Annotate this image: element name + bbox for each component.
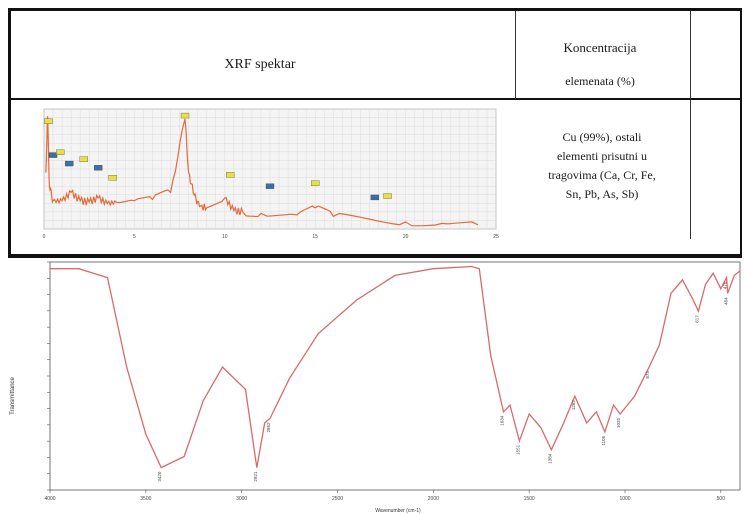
ftir-peak-label: 2921 <box>253 471 258 482</box>
concentration-line: Cu (99%), ostali <box>562 130 642 144</box>
xrf-x-tick: 25 <box>493 234 499 240</box>
ftir-peak-labels: 3420 2921 2852 1634 1551 1384 1262 1105 1025 874 6… <box>157 281 729 482</box>
xrf-ticks: 0 5 10 15 20 25 <box>43 234 499 240</box>
xrf-element-tag <box>48 152 58 158</box>
ftir-peak-label: 1384 <box>547 453 552 464</box>
ftir-peak-label: 464 <box>724 297 729 305</box>
concentration-line: Sn, Pb, As, Sb) <box>565 187 639 201</box>
xrf-element-tag <box>94 165 103 171</box>
ftir-peak-label: 1105 <box>601 435 606 445</box>
ftir-x-tick: 1000 <box>619 496 630 502</box>
xrf-element-tag <box>311 180 320 186</box>
ftir-y-label: Transmittance <box>10 376 16 414</box>
xrf-element-tag <box>56 149 65 155</box>
xrf-element-tag <box>44 118 53 124</box>
ftir-plot-area <box>49 261 741 491</box>
xrf-spectrum-line <box>45 116 479 227</box>
column-divider <box>515 11 516 99</box>
ftir-x-tick: 4000 <box>44 496 55 502</box>
ftir-x-tick: 2500 <box>332 496 343 502</box>
ftir-x-tick: 500 <box>717 496 726 502</box>
ftir-peak-label: 470 <box>723 281 728 289</box>
ftir-peak-label: 617 <box>694 315 699 323</box>
xrf-element-tag <box>383 193 392 199</box>
column-divider-right <box>690 11 691 239</box>
xrf-grid <box>43 108 497 230</box>
ftir-spectrum-line <box>50 265 741 469</box>
ftir-x-tick: 3000 <box>236 496 247 502</box>
xrf-element-tag <box>180 112 190 119</box>
concentration-line: elementi prisutni u <box>557 149 647 163</box>
xrf-element-tag <box>65 160 74 167</box>
ftir-peak-label: 2852 <box>266 422 271 433</box>
ftir-peak-label: 3420 <box>157 471 162 482</box>
xrf-x-tick: 0 <box>43 234 46 240</box>
xrf-x-tick: 20 <box>403 234 409 240</box>
xrf-element-tag <box>226 172 235 178</box>
xrf-element-tag <box>79 156 88 162</box>
xrf-element-tag <box>265 183 275 189</box>
header-xrf-spectrum: XRF spektar <box>224 57 296 72</box>
ftir-chart: 4000 3500 3000 2500 2000 1500 1000 500 3420 2921… <box>10 261 741 514</box>
xrf-x-tick: 10 <box>222 234 228 240</box>
header-concentration-line2: elemenata (%) <box>565 74 635 88</box>
xrf-element-tag <box>108 175 117 181</box>
ftir-peak-label: 1025 <box>616 418 621 429</box>
ftir-peak-label: 1634 <box>499 415 504 426</box>
ftir-x-label: Wavenumber (cm-1) <box>375 508 421 514</box>
element-table <box>8 8 742 258</box>
xrf-x-tick: 15 <box>312 234 318 240</box>
concentration-text: Cu (99%), ostali elementi prisutni u tra… <box>522 128 682 204</box>
ftir-grid <box>47 261 741 491</box>
ftir-x-tick: 1500 <box>524 496 535 502</box>
xrf-element-tag <box>370 194 380 201</box>
ftir-x-tick: 2000 <box>428 496 439 502</box>
header-divider <box>8 98 742 100</box>
xrf-x-tick: 5 <box>133 234 136 240</box>
concentration-line: tragovima (Ca, Cr, Fe, <box>548 168 656 182</box>
xrf-chart: 0 5 10 15 20 25 <box>43 108 499 240</box>
header-concentration-line1: Koncentracija <box>563 40 637 55</box>
ftir-peak-label: 1551 <box>515 444 520 455</box>
ftir-peak-label: 1262 <box>571 400 576 411</box>
ftir-ticks: 4000 3500 3000 2500 2000 1500 1000 500 <box>44 490 725 502</box>
ftir-x-tick: 3500 <box>140 496 151 502</box>
xrf-element-tags <box>44 112 392 201</box>
ftir-peak-label: 874 <box>645 371 650 379</box>
row-divider-bottom <box>8 254 742 258</box>
